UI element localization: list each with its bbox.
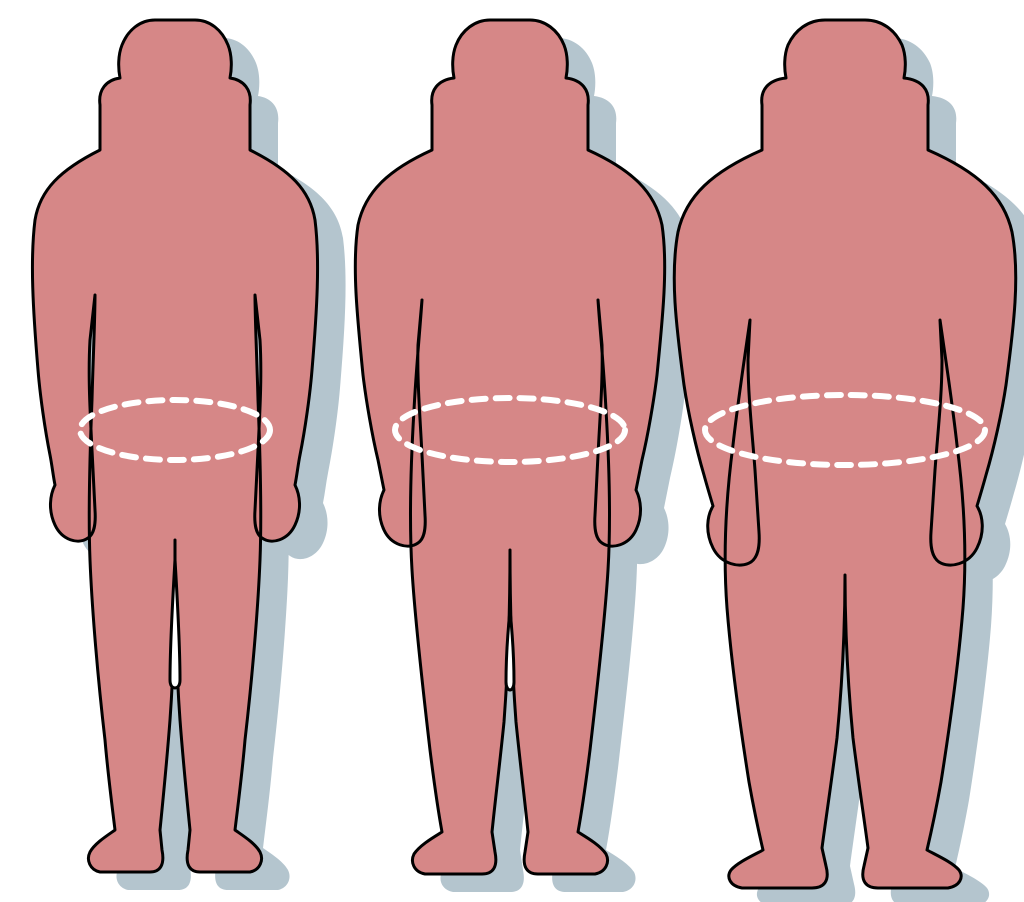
body-size-diagram <box>0 0 1024 902</box>
